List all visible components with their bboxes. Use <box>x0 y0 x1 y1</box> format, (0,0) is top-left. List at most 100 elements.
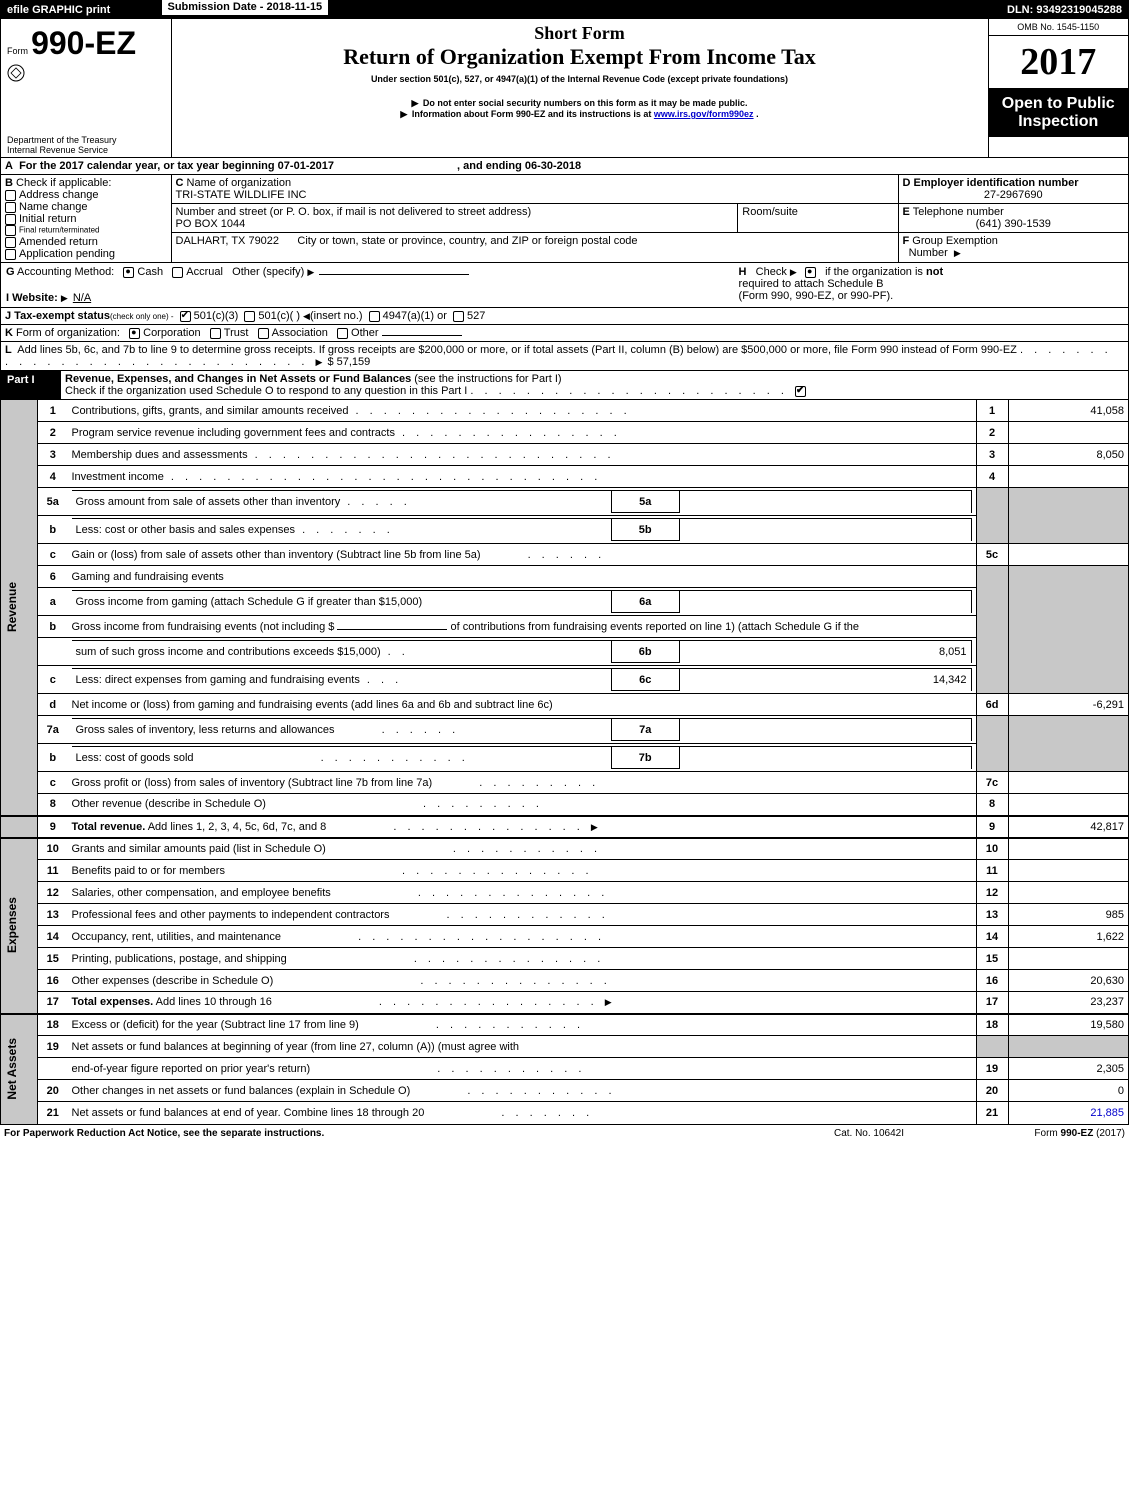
phone: (641) 390-1539 <box>903 218 1125 230</box>
line6a-mid <box>679 591 971 613</box>
form-prefix: Form <box>7 46 28 56</box>
cat-number: Cat. No. 10642I <box>769 1125 969 1142</box>
chk-amended-return[interactable] <box>5 237 16 248</box>
arrow-icon <box>411 98 420 108</box>
info-suffix: . <box>756 109 759 119</box>
pra-notice: For Paperwork Reduction Act Notice, see … <box>0 1125 769 1142</box>
line14-value: 1,622 <box>1008 926 1128 948</box>
efile-label: efile GRAPHIC print <box>1 1 161 20</box>
chk-application-pending[interactable] <box>5 249 16 260</box>
line7c-value <box>1008 772 1128 794</box>
dept-irs: Internal Revenue Service <box>7 145 165 155</box>
chk-501c3[interactable] <box>180 311 191 322</box>
line-a: A For the 2017 calendar year, or tax yea… <box>1 158 1129 175</box>
short-form-title: Short Form <box>180 23 980 44</box>
line5c-value <box>1008 544 1128 566</box>
ssn-warning: Do not enter social security numbers on … <box>423 98 748 108</box>
arrow-icon <box>790 266 799 278</box>
chk-cash[interactable] <box>123 267 134 278</box>
line10-value <box>1008 838 1128 860</box>
expenses-section-label: Expenses <box>5 897 19 953</box>
line19-value: 2,305 <box>1008 1058 1128 1080</box>
line9-value: 42,817 <box>1008 816 1128 838</box>
line5b-mid <box>679 519 971 541</box>
part1-table: Revenue 1 Contributions, gifts, grants, … <box>1 399 1128 1124</box>
form-year-footer: Form 990-EZ (2017) <box>969 1125 1129 1142</box>
website: N/A <box>73 292 91 304</box>
line6b-mid: 8,051 <box>679 641 971 663</box>
omb-number: OMB No. 1545-1150 <box>989 19 1129 36</box>
line7a-mid <box>679 719 971 741</box>
arrow-icon <box>315 356 324 368</box>
irs-seal-icon <box>7 64 165 85</box>
dept-treasury: Department of the Treasury <box>7 135 165 145</box>
main-title: Return of Organization Exempt From Incom… <box>180 44 980 70</box>
chk-sched-b-not-required[interactable] <box>805 267 816 278</box>
line6c-mid: 14,342 <box>679 669 971 691</box>
line6d-value: -6,291 <box>1008 694 1128 716</box>
line7b-mid <box>679 747 971 769</box>
page-footer: For Paperwork Reduction Act Notice, see … <box>0 1125 1129 1142</box>
line18-value: 19,580 <box>1008 1014 1128 1036</box>
org-address: PO BOX 1044 <box>176 218 246 230</box>
open-to-public: Open to Public Inspection <box>989 89 1129 137</box>
line21-value: 21,885 <box>1008 1102 1128 1124</box>
section-l: L Add lines 5b, 6c, and 7b to line 9 to … <box>1 342 1129 371</box>
info-prefix: Information about Form 990-EZ and its in… <box>412 109 654 119</box>
chk-trust[interactable] <box>210 328 221 339</box>
netassets-section-label: Net Assets <box>5 1038 19 1100</box>
section-def: D Employer identification number 27-2967… <box>898 175 1128 262</box>
section-j: J Tax-exempt status(check only one) - 50… <box>1 308 1129 325</box>
chk-other-org[interactable] <box>337 328 348 339</box>
part1-label: Part I <box>1 371 61 399</box>
arrow-icon <box>307 266 316 278</box>
chk-name-change[interactable] <box>5 202 16 213</box>
line5a-mid <box>679 491 971 513</box>
line1-value: 41,058 <box>1008 400 1128 422</box>
line8-value <box>1008 794 1128 816</box>
chk-final-return[interactable] <box>5 225 16 236</box>
submission-date: Submission Date - 2018-11-15 <box>161 0 330 16</box>
line4-value <box>1008 466 1128 488</box>
tax-year: 2017 <box>989 36 1129 89</box>
line15-value <box>1008 948 1128 970</box>
line11-value <box>1008 860 1128 882</box>
chk-501c[interactable] <box>244 311 255 322</box>
chk-address-change[interactable] <box>5 190 16 201</box>
org-city: DALHART, TX 79022 <box>176 235 280 247</box>
info-link[interactable]: www.irs.gov/form990ez <box>654 109 754 119</box>
section-c: C Name of organization TRI-STATE WILDLIF… <box>171 175 898 262</box>
arrow-icon <box>61 292 70 304</box>
dln-label: DLN: 93492319045288 <box>929 1 1129 20</box>
title-block: Short Form Return of Organization Exempt… <box>171 19 988 157</box>
form-outer: efile GRAPHIC print Submission Date - 20… <box>0 0 1129 1125</box>
right-header-col: OMB No. 1545-1150 2017 Open to Public In… <box>988 19 1128 157</box>
form-number: 990-EZ <box>31 25 136 61</box>
under-section: Under section 501(c), 527, or 4947(a)(1)… <box>180 74 980 84</box>
section-k: K Form of organization: Corporation Trus… <box>1 325 1129 342</box>
revenue-section-label: Revenue <box>5 582 19 632</box>
line3-value: 8,050 <box>1008 444 1128 466</box>
chk-initial-return[interactable] <box>5 214 16 225</box>
line13-value: 985 <box>1008 904 1128 926</box>
chk-association[interactable] <box>258 328 269 339</box>
line12-value <box>1008 882 1128 904</box>
chk-4947[interactable] <box>369 311 380 322</box>
part1-title: Revenue, Expenses, and Changes in Net As… <box>61 371 1128 399</box>
section-gi: G Accounting Method: Cash Accrual Other … <box>1 263 734 307</box>
line16-value: 20,630 <box>1008 970 1128 992</box>
arrow-icon <box>400 109 409 119</box>
arrow-icon <box>954 247 963 259</box>
arrow-icon <box>591 821 600 833</box>
ein: 27-2967690 <box>903 189 1125 201</box>
line17-value: 23,237 <box>1008 992 1128 1014</box>
chk-accrual[interactable] <box>172 267 183 278</box>
section-b: B Check if applicable: Address change Na… <box>1 175 171 262</box>
gross-receipts: $ 57,159 <box>327 356 370 368</box>
arrow-icon <box>605 996 614 1008</box>
form-id-cell: Form 990-EZ Department of the Treasury I… <box>1 19 171 157</box>
chk-527[interactable] <box>453 311 464 322</box>
section-h: H Check if the organization is not requi… <box>734 263 1128 307</box>
chk-corporation[interactable] <box>129 328 140 339</box>
chk-sched-o-part1[interactable] <box>795 386 806 397</box>
